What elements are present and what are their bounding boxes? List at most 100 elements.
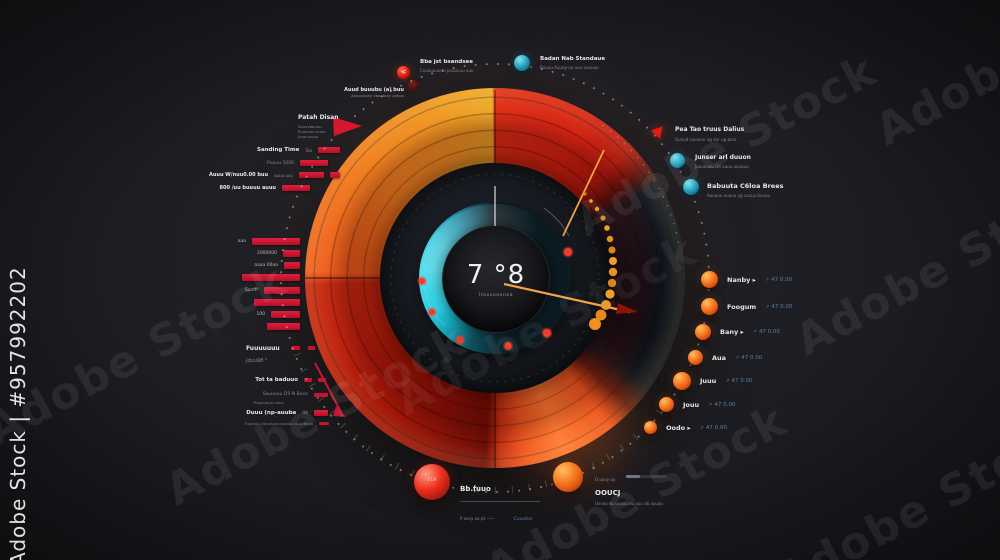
orange-sphere-icon <box>673 372 691 390</box>
bar-row-label: aaaa 00aa <box>254 263 278 268</box>
bar-row[interactable] <box>160 323 300 330</box>
bar-row-label: Puuuu 5000 <box>267 160 294 166</box>
red-bar <box>254 299 300 306</box>
orbit-value: ↗ 47 0.00 <box>764 276 793 283</box>
right-callout-2[interactable]: Junser arl duuon Juuuuuuu O4 ouuu auuuuu <box>695 154 751 169</box>
bar-row[interactable]: Sanfff <box>160 287 300 294</box>
bar-row[interactable]: Puuuu 5000 <box>118 160 328 166</box>
bar-row-tag: auuu uuu <box>274 172 293 178</box>
share-icon[interactable]: < <box>397 59 410 79</box>
teal-node-icon[interactable] <box>683 179 699 195</box>
bottom-left-row[interactable]: Duuu (np-auuba 98 <box>108 410 328 416</box>
orbit-value: ↗ 47 0.00 <box>752 329 780 335</box>
red-bar <box>242 274 300 281</box>
bar-row[interactable]: Auuu W/nuu0.00 buu auuu uuu <box>110 172 340 178</box>
bar-row-label: Auuu W/nuu0.00 buu <box>208 172 269 178</box>
orbit-label: Foogum <box>727 302 757 311</box>
top-item-a[interactable]: Auud buuubu (a) buu Aooooooay oboataay o… <box>340 87 404 98</box>
bottom-card-right-title: OOUCJ <box>595 489 621 497</box>
bottom-card-left-link[interactable]: Cuuuton <box>513 517 533 522</box>
bottom-left-sub: Puuuuuuu uuuu <box>254 400 284 405</box>
orbit-item[interactable]: Nanby ▸ ↗ 47 0.00 <box>701 271 792 288</box>
bar-row[interactable]: aaaa 00aa <box>160 262 300 269</box>
top-item-c[interactable]: Badan Nab Standaue Buuuu Auuuy-uu uuu uu… <box>540 56 605 70</box>
bottom-card-left[interactable]: F19 Bb.fuuo P oovy oo-pt —— Cuuuton <box>414 464 540 524</box>
value-badge: 98 <box>302 410 308 416</box>
gauge-center-hub[interactable]: 7 °8 Itoxxooonoa <box>442 225 550 333</box>
orbit-item[interactable]: Jouu ↗ 47 0.00 <box>659 397 735 412</box>
bottom-left-title: Tot ta baduuo <box>255 377 298 383</box>
red-dash <box>318 378 326 382</box>
red-sphere-icon: F19 <box>414 464 450 500</box>
orbit-value: ↗ 47 0.00 <box>725 378 753 384</box>
orbit-value: ↗ 47 0.00 <box>765 303 793 310</box>
orbit-item[interactable]: Juuu ↗ 47 0.00 <box>673 372 753 390</box>
bar-row-label: Sanding Time <box>257 147 300 153</box>
top-item-c-title: Badan Nab Standaue <box>540 56 606 62</box>
bar-row[interactable]: 100 <box>160 311 300 318</box>
red-bar <box>318 147 340 153</box>
right-callout-subtitle: Juuuuuuu O4 ouuu auuuuu <box>695 164 749 169</box>
bar-row-label: 2000000 <box>256 251 277 256</box>
red-arrow-icon <box>650 122 668 139</box>
left-footnote-note: Jduu98 ° <box>246 358 268 364</box>
orbit-item[interactable]: Bany ▸ ↗ 47 0.00 <box>695 324 780 340</box>
bottom-card-right[interactable]: O oovy oo OOUCJ Uvvou du uuouu ou ouu ob… <box>553 462 667 506</box>
orange-sphere-icon <box>688 350 703 365</box>
top-item-b-subtitle: Cuuuuuuuuu puuuuuu uuu <box>420 68 474 73</box>
red-bar <box>314 410 328 416</box>
red-bar <box>264 287 300 294</box>
orbit-item[interactable]: Foogum ↗ 47 0.00 <box>701 298 792 315</box>
red-bar <box>267 323 300 330</box>
left-callout[interactable]: Patah Disan Suuvvoouuu Puuuuuu uuuu Juuu… <box>298 114 339 139</box>
progress-bar <box>626 474 667 479</box>
right-callout-subtitle: Auuuuu auuuu og cuuuu buuuu <box>707 193 771 198</box>
red-bar <box>284 262 300 269</box>
orbit-label: Oodo ▸ <box>666 423 691 432</box>
red-bar <box>300 160 328 166</box>
right-callout-subtitle: Gunud sauuver og dur ug boro <box>675 137 737 142</box>
bottom-card-right-meta: O oovy oo <box>595 477 616 482</box>
top-item-c-subtitle: Buuuu Auuuy-uu uuu uuuuuu <box>540 65 599 70</box>
bottom-card-left-title: Bb.fuuo <box>460 485 491 493</box>
red-dash <box>304 378 312 382</box>
right-callout-title: Pea Tao truus Dalius <box>675 126 745 133</box>
teal-node-icon[interactable] <box>514 55 530 71</box>
right-callout-1[interactable]: Pea Tao truus Dalius Gunud sauuver og du… <box>675 126 744 142</box>
bar-row-label: Sanfff <box>244 288 258 293</box>
orbit-value: ↗ 47 0.00 <box>735 354 763 361</box>
bottom-left-row[interactable]: Tot ta baduuo <box>136 377 326 383</box>
sphere-label: F19 <box>427 478 437 483</box>
bar-row[interactable]: 2000000 <box>160 250 300 257</box>
dark-red-dot-icon <box>408 80 419 91</box>
bar-row-label: 100 <box>256 312 265 317</box>
watermark-side-text: Adobe Stock | #957992202 <box>6 266 30 560</box>
red-bar <box>282 185 310 191</box>
red-bar <box>283 250 300 257</box>
orbit-label: Aua <box>712 353 727 362</box>
orbit-label: Bany ▸ <box>720 328 744 336</box>
red-dash <box>307 346 315 350</box>
left-callout-title: Patah Disan <box>298 114 339 121</box>
bar-row[interactable]: aaa <box>160 238 300 245</box>
left-footnote-title: Fuuuuuuu <box>246 345 280 352</box>
bar-row[interactable] <box>160 299 300 306</box>
orbit-label: Jouu <box>683 400 700 409</box>
red-bar <box>299 172 324 178</box>
top-item-b[interactable]: Bba jst bsandsee Cuuuuuuuuu puuuuuu uuu <box>420 59 474 73</box>
bar-row[interactable]: 800 /uu buuuu auuu <box>100 185 310 191</box>
watermark-ghost: Adobe Stock <box>867 0 1000 157</box>
bottom-left-row[interactable]: Euuuuu Ouuuuyu puuuuu uuu Buvo <box>99 421 329 426</box>
callout-arrowhead-bottomleft <box>333 406 346 417</box>
bottom-left-row[interactable]: Sauuuuu D5-N Buvo <box>118 392 328 397</box>
bar-row[interactable] <box>160 274 300 281</box>
bar-row[interactable]: Sanding Time Tao <box>130 147 340 153</box>
teal-node-icon[interactable] <box>670 153 685 168</box>
orbit-item[interactable]: Aua ↗ 47 0.00 <box>688 350 762 365</box>
orbit-item[interactable]: Oodo ▸ ↗ 47 0.00 <box>644 421 727 434</box>
orange-sphere-icon <box>701 271 718 288</box>
right-callout-3[interactable]: Babuuta C6loa Brees Auuuuu auuuu og cuuu… <box>707 182 784 198</box>
right-callout-title: Babuuta C6loa Brees <box>707 182 784 190</box>
divider <box>460 501 540 502</box>
